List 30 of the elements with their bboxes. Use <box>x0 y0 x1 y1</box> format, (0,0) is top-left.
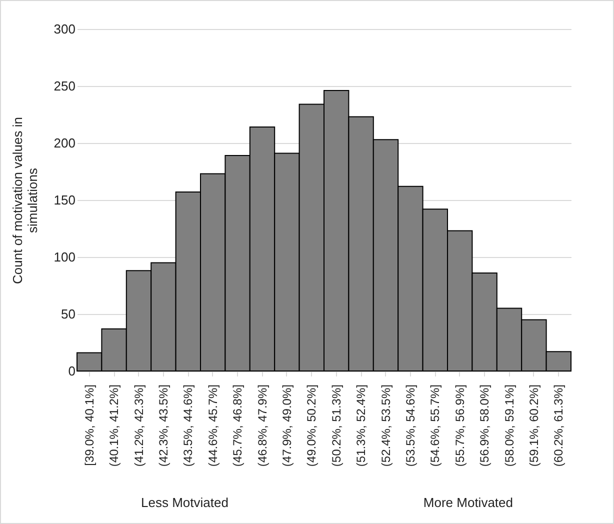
x-tick-label: (42.3%, 43.5%] <box>156 384 170 467</box>
x-tick-label: (40.1%, 41.2%] <box>107 384 122 467</box>
x-tick-label: (49.0%, 50.2%] <box>304 384 319 467</box>
x-tick-label: (44.6%, 45.7%] <box>206 384 220 467</box>
x-tick-label: (53.5%, 54.6%] <box>403 384 418 467</box>
x-tick-label: (45.7%, 46.8%] <box>230 384 245 467</box>
x-tick-label: (52.4%, 53.5%] <box>378 384 393 467</box>
y-tick-label: 300 <box>54 22 76 36</box>
x-tick-label: [39.0%, 40.1%] <box>82 384 96 466</box>
y-tick-label: 200 <box>54 136 76 150</box>
y-tick-label: 250 <box>54 78 76 94</box>
text: Less Motviated <box>141 495 228 510</box>
y-axis-title: Count of motivation values in simulations <box>10 117 40 284</box>
x-tick-label: (54.6%, 55.7%] <box>428 384 442 467</box>
x-tick-label: (60.2%, 61.3%] <box>552 384 566 467</box>
x-tick-label: (55.7%, 56.9%] <box>452 384 467 467</box>
x-tick-label: (41.2%, 42.3%] <box>132 384 146 467</box>
x-tick-label: (56.9%, 58.0%] <box>478 384 492 467</box>
x-tick-label: (50.2%, 51.3%] <box>329 384 344 467</box>
x-tick-label: (59.1%, 60.2%] <box>526 384 541 467</box>
y-tick-label: 150 <box>54 192 76 208</box>
x-tick-label: (47.9%, 49.0%] <box>280 384 294 467</box>
y-tick-label: 0 <box>68 364 76 378</box>
x-tick-label: (46.8%, 47.9%] <box>255 384 270 467</box>
x-tick-label: (51.3%, 52.4%] <box>354 384 368 467</box>
y-tick-label: 50 <box>61 306 76 322</box>
y-tick-label: 100 <box>54 250 76 264</box>
x-tick-label: (58.0%, 59.1%] <box>502 384 516 467</box>
text: More Motivated <box>423 495 513 510</box>
x-tick-label: (43.5%, 44.6%] <box>181 384 196 467</box>
